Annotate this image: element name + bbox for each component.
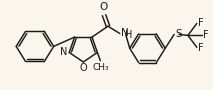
Text: H: H bbox=[125, 30, 133, 40]
Text: F: F bbox=[198, 18, 203, 28]
Text: N: N bbox=[60, 48, 68, 58]
Text: O: O bbox=[79, 63, 87, 73]
Text: O: O bbox=[99, 2, 107, 12]
Text: F: F bbox=[203, 30, 208, 40]
Text: N: N bbox=[121, 28, 129, 38]
Text: S: S bbox=[175, 29, 182, 39]
Text: F: F bbox=[198, 43, 203, 53]
Text: CH₃: CH₃ bbox=[92, 63, 109, 72]
